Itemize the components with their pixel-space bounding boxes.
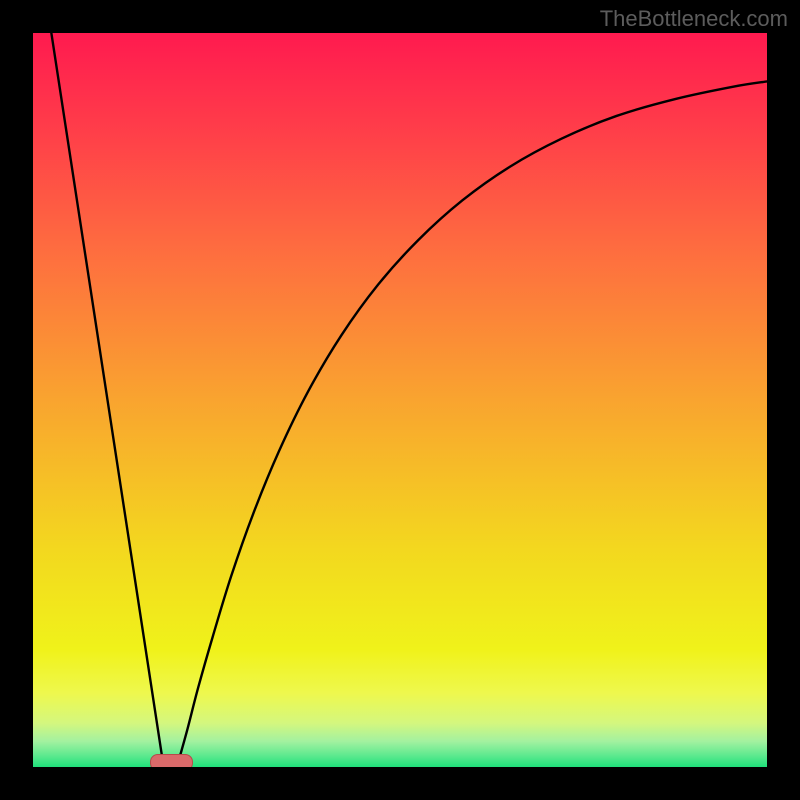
right-asymptotic-curve — [177, 81, 767, 767]
watermark-text: TheBottleneck.com — [600, 6, 788, 32]
bottleneck-curves — [33, 33, 767, 767]
left-descending-line — [51, 33, 163, 767]
optimum-marker — [150, 754, 193, 767]
plot-area — [33, 33, 767, 767]
